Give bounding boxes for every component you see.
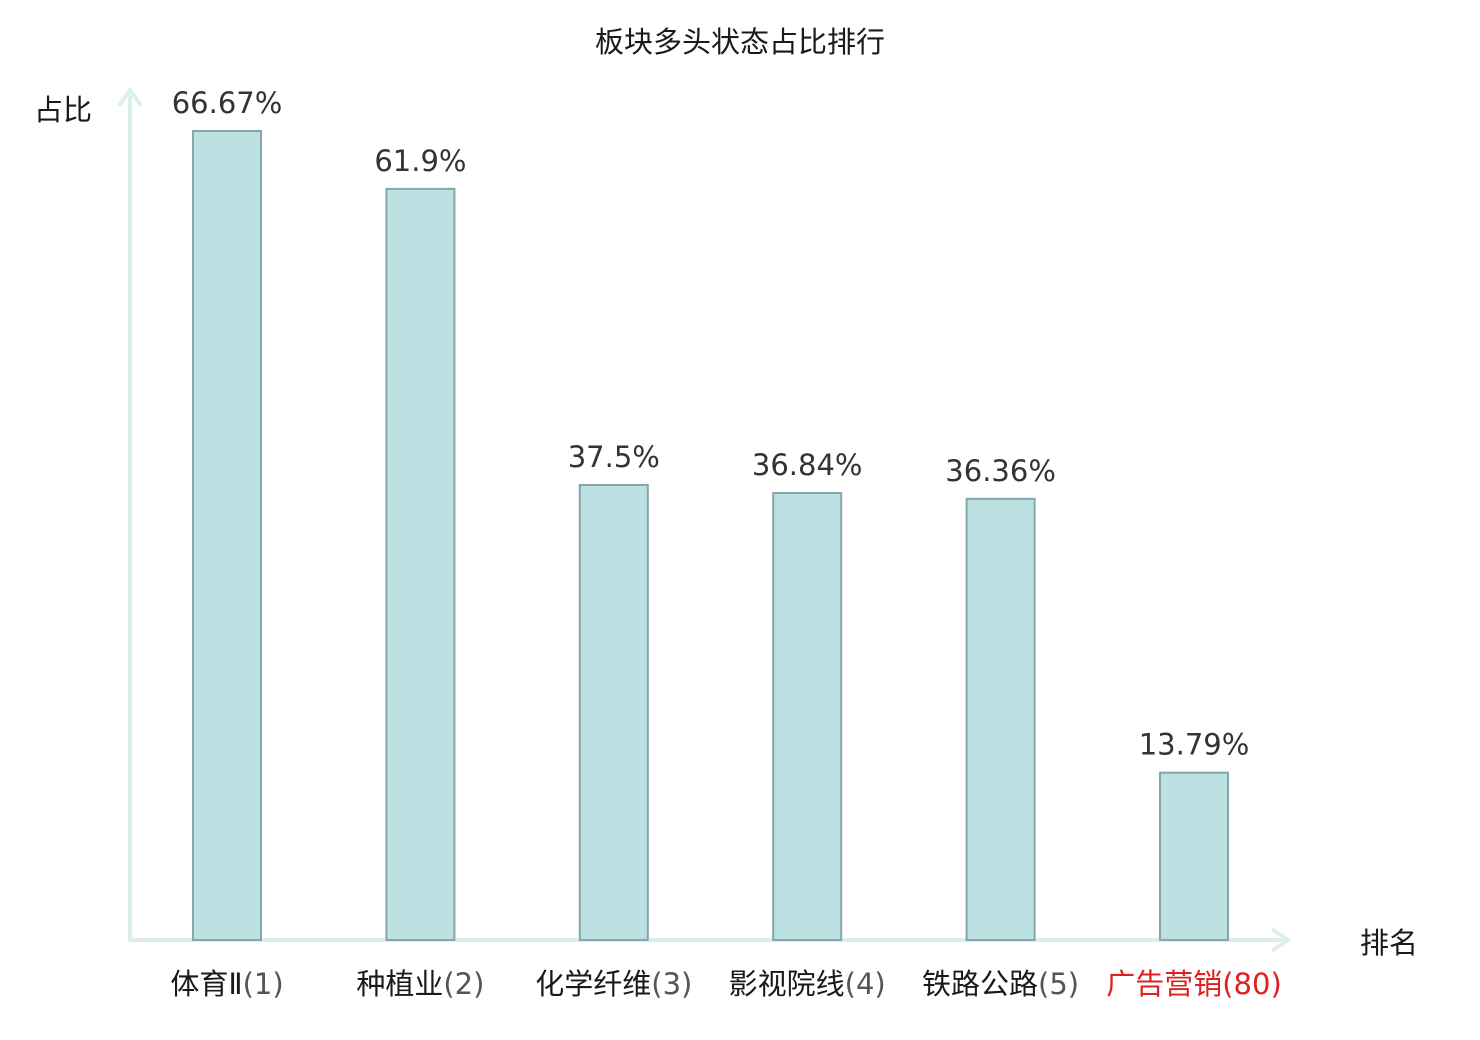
category-name: 铁路公路 (922, 967, 1038, 1001)
category-label: 影视院线(4) (729, 967, 886, 1001)
category-label: 广告营销(80) (1106, 967, 1282, 1001)
category-label: 体育Ⅱ(1) (170, 967, 283, 1001)
bar-value-label: 61.9% (374, 144, 466, 178)
category-name: 体育Ⅱ (170, 967, 242, 1001)
category-name: 种植业 (356, 967, 443, 1001)
bar (965, 497, 1036, 941)
bar (1159, 771, 1229, 942)
bar (192, 130, 262, 941)
bar (772, 492, 843, 941)
x-axis-arrow (1270, 927, 1292, 953)
category-labels: 体育Ⅱ(1) 种植业(2) 化学纤维(3) 影视院线(4) 铁路公路(5) 广告营销(80… (170, 967, 1281, 1001)
axes (117, 86, 1292, 953)
category-label: 种植业(2) (356, 967, 484, 1001)
category-name: 影视院线 (729, 967, 845, 1001)
category-rank: (2) (443, 967, 484, 1001)
bar-value-label: 13.79% (1139, 728, 1250, 762)
category-rank: (80) (1222, 967, 1282, 1001)
category-label: 化学纤维(3) (535, 967, 692, 1001)
category-label: 铁路公路(5) (922, 967, 1079, 1001)
y-axis-arrow (117, 86, 143, 108)
bar-value-label: 36.36% (945, 454, 1056, 488)
bar-value-label: 36.84% (752, 448, 863, 482)
x-axis-label: 排名 (1360, 926, 1418, 960)
bar-value-label: 37.5% (568, 440, 660, 474)
value-labels: 66.67% 61.9% 37.5% 36.84% 36.36% 13.79% (172, 86, 1250, 762)
category-rank: (3) (651, 967, 692, 1001)
bar-value-label: 66.67% (172, 86, 283, 120)
bars (192, 130, 1229, 942)
category-rank: (5) (1038, 967, 1079, 1001)
category-rank: (1) (243, 967, 284, 1001)
category-rank: (4) (845, 967, 886, 1001)
bar (578, 484, 649, 941)
chart-title: 板块多头状态占比排行 (595, 25, 885, 59)
category-name: 化学纤维 (535, 967, 651, 1001)
y-axis-label: 占比 (34, 93, 92, 127)
category-name: 广告营销 (1106, 967, 1222, 1001)
bar (385, 187, 456, 941)
